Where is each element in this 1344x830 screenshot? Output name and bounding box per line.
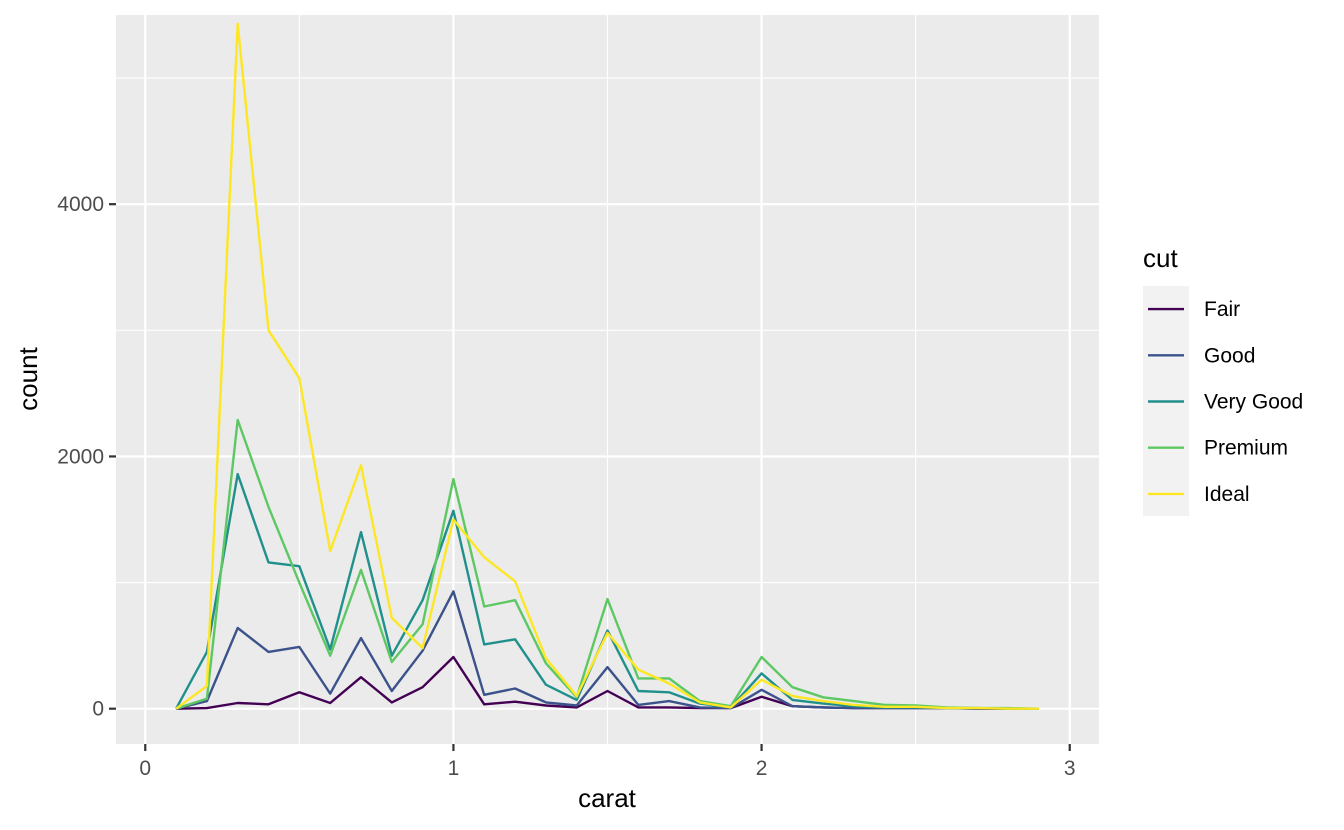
y-tick-label: 4000 bbox=[57, 193, 104, 216]
legend-label-premium: Premium bbox=[1204, 437, 1288, 460]
legend-title: cut bbox=[1143, 243, 1178, 273]
legend-label-fair: Fair bbox=[1204, 298, 1240, 321]
x-tick-label: 2 bbox=[756, 757, 768, 780]
x-tick-label: 0 bbox=[139, 757, 151, 780]
y-axis: 0 2000 4000 bbox=[57, 193, 116, 721]
series-line-premium bbox=[175, 418, 1039, 710]
x-tick-label: 1 bbox=[448, 757, 460, 780]
y-tick-label: 0 bbox=[92, 698, 104, 721]
series-lines bbox=[175, 22, 1039, 710]
x-axis: 0 1 2 3 bbox=[139, 744, 1076, 780]
minor-gridlines bbox=[116, 15, 1099, 744]
x-axis-title: carat bbox=[578, 783, 637, 813]
legend: cut Fair Good Very Good Premium Ideal bbox=[1143, 243, 1303, 516]
y-axis-title: count bbox=[13, 346, 43, 410]
legend-label-very-good: Very Good bbox=[1204, 391, 1303, 414]
y-tick-label: 2000 bbox=[57, 445, 104, 468]
x-tick-label: 3 bbox=[1064, 757, 1076, 780]
series-line-ideal bbox=[175, 22, 1039, 710]
legend-label-good: Good bbox=[1204, 344, 1255, 367]
legend-label-ideal: Ideal bbox=[1204, 483, 1250, 506]
